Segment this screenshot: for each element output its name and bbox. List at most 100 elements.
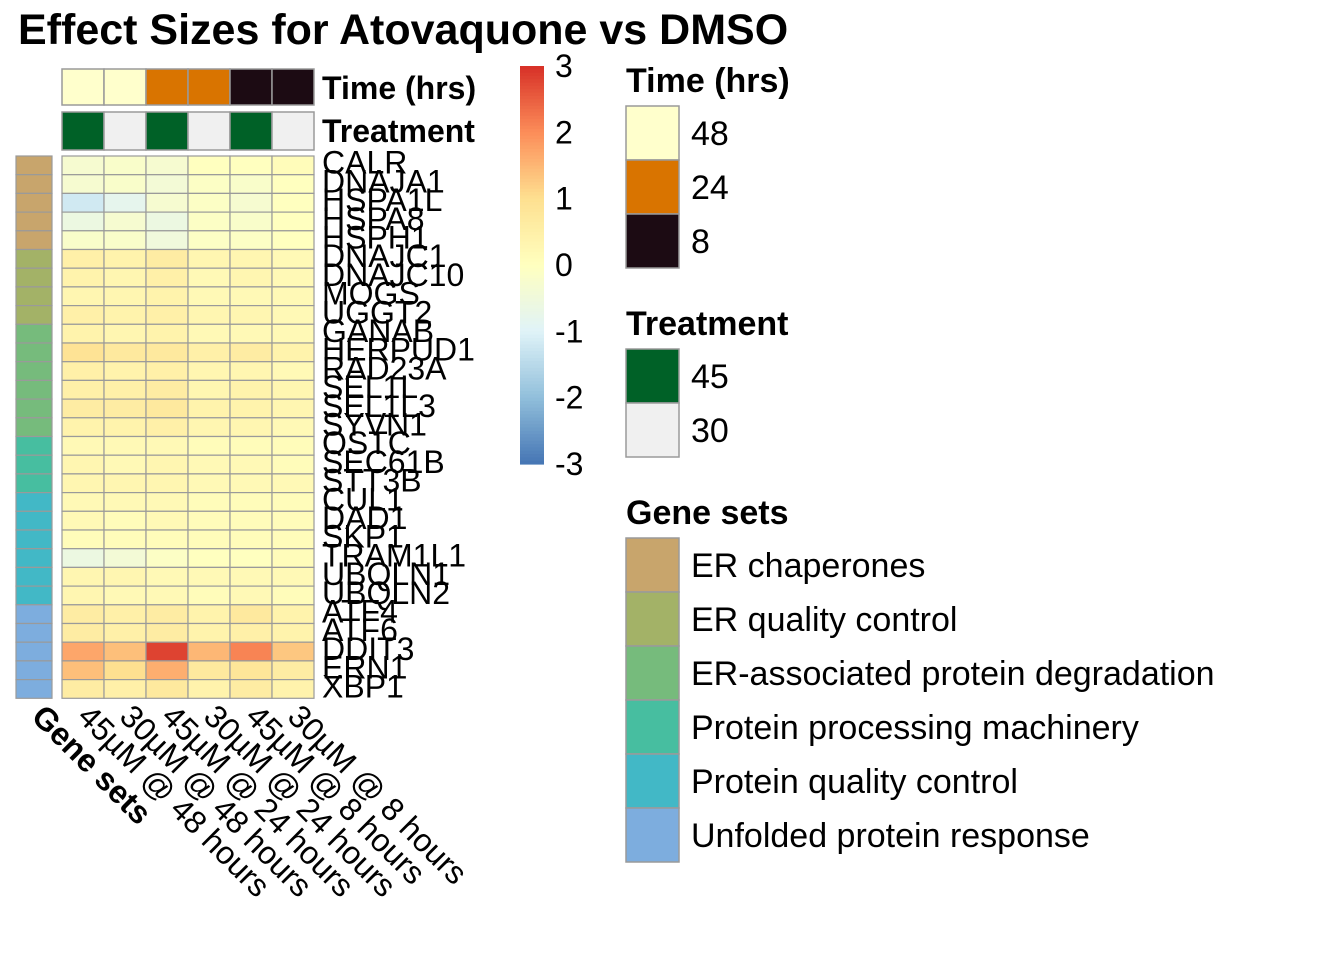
heatmap-cells <box>61 155 315 699</box>
heatmap-cell <box>145 361 189 382</box>
gene-label: DNAJC1 <box>322 238 446 274</box>
heatmap-cell <box>271 473 315 494</box>
heatmap-cell <box>229 641 273 662</box>
colorbar-segment <box>520 192 544 196</box>
heatmap-cell <box>145 192 189 213</box>
colorbar-segment <box>520 188 544 193</box>
heatmap-cell <box>61 492 105 512</box>
heatmap-cell <box>145 342 189 363</box>
gene-label: ATF6 <box>322 612 398 648</box>
heatmap-cell <box>271 510 315 531</box>
legend-swatch <box>625 753 680 809</box>
heatmap-cell <box>145 678 189 699</box>
heatmap-cell <box>187 641 231 662</box>
colorbar-segment <box>520 444 544 449</box>
gene-label: UBQLN1 <box>322 556 450 592</box>
heatmap-cell <box>145 267 189 288</box>
colorbar-segment <box>520 261 544 266</box>
heatmap-cell <box>187 678 231 699</box>
heatmap-cell <box>103 529 147 550</box>
gene-label: XBP1 <box>322 668 404 704</box>
treatment-annotation-cell <box>229 111 273 151</box>
colorbar-segment <box>520 341 544 346</box>
heatmap-cell <box>145 473 189 494</box>
gene-set-cell <box>15 323 53 344</box>
heatmap-cell <box>187 155 231 176</box>
heatmap-cell <box>271 379 315 400</box>
heatmap-cell <box>229 211 273 232</box>
heatmap-cell <box>187 622 231 643</box>
colorbar-segment <box>520 457 544 462</box>
colorbar-tick-label: 2 <box>555 114 573 150</box>
heatmap-cell <box>229 454 273 475</box>
colorbar-segment <box>520 328 544 332</box>
colorbar-segment <box>520 102 544 107</box>
treatment-annotation-cell <box>61 111 105 151</box>
legend-label: ER chaperones <box>691 547 925 585</box>
colorbar-segment <box>520 69 544 74</box>
colorbar-segment <box>520 400 544 405</box>
heatmap-cell <box>229 660 273 681</box>
gene-set-cell <box>15 174 53 194</box>
heatmap-cell <box>145 622 189 643</box>
gene-label: CUL1 <box>322 481 404 517</box>
heatmap-cell <box>103 174 147 194</box>
heatmap-cell <box>187 323 231 344</box>
heatmap-cell <box>271 678 315 699</box>
colorbar-segment <box>520 324 544 329</box>
heatmap-cell <box>187 454 231 475</box>
legend-label: 45 <box>691 358 729 396</box>
gene-label: TRAM1L1 <box>322 537 466 573</box>
colorbar-segment <box>520 228 544 233</box>
heatmap-cell <box>229 622 273 643</box>
colorbar-segment <box>520 142 544 147</box>
heatmap-cell <box>187 305 231 325</box>
heatmap-cell <box>145 155 189 176</box>
colorbar-segment <box>520 225 544 230</box>
colorbar-segment <box>520 218 544 223</box>
colorbar-segment <box>520 132 544 137</box>
colorbar-tick-label: -2 <box>555 380 583 416</box>
legend-label: Protein processing machinery <box>691 709 1139 747</box>
colorbar-segment <box>520 82 544 87</box>
colorbar-segment <box>520 361 544 366</box>
heatmap-cell <box>145 323 189 344</box>
heatmap-cell <box>61 155 105 176</box>
time-annotation-cell <box>61 68 105 106</box>
heatmap-cell <box>229 435 273 456</box>
heatmap-cell <box>103 342 147 363</box>
heatmap-cell <box>229 510 273 531</box>
legend-label: 30 <box>691 412 729 450</box>
heatmap-cell <box>187 566 231 587</box>
treatment-annotation-cell <box>187 111 231 151</box>
colorbar-segment <box>520 79 544 84</box>
colorbar-segment <box>520 371 544 376</box>
heatmap-cell <box>229 248 273 269</box>
heatmap-cell <box>229 267 273 288</box>
legend-label: ER-associated protein degradation <box>691 655 1215 693</box>
heatmap-cell <box>187 492 231 512</box>
heatmap-cell <box>145 286 189 307</box>
gene-set-cell <box>15 529 53 550</box>
heatmap-cell <box>271 192 315 213</box>
heatmap-cell <box>61 342 105 363</box>
colorbar-segment <box>520 155 544 160</box>
colorbar-segment <box>520 420 544 425</box>
heatmap-cell <box>271 248 315 269</box>
colorbar-segment <box>520 109 544 114</box>
colorbar-segment <box>520 427 544 432</box>
legend-label: ER quality control <box>691 601 957 639</box>
colorbar-segment <box>520 195 544 200</box>
colorbar-segment <box>520 294 544 299</box>
gene-set-cell <box>15 398 53 419</box>
heatmap-cell <box>61 248 105 269</box>
colorbar-segment <box>520 99 544 104</box>
heatmap-cell <box>61 417 105 438</box>
heatmap-cell <box>187 417 231 438</box>
heatmap-cell <box>61 454 105 475</box>
colorbar-segment <box>520 308 544 313</box>
colorbar-segment <box>520 158 544 163</box>
colorbar-segment <box>520 298 544 303</box>
colorbar-segment <box>520 271 544 276</box>
